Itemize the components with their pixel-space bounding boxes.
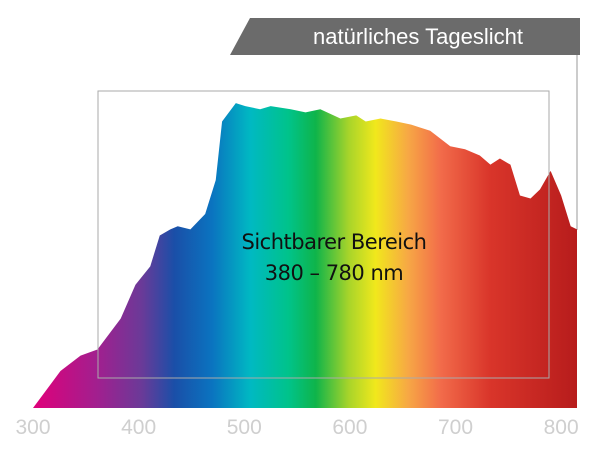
- x-tick-label: 500: [227, 416, 262, 439]
- x-tick-label: 600: [332, 416, 367, 439]
- x-tick-label: 300: [15, 416, 50, 439]
- x-tick-label: 700: [438, 416, 473, 439]
- annotation: Sichtbarer Bereich: [242, 230, 427, 254]
- x-tick-label: 400: [121, 416, 156, 439]
- plot: [33, 103, 577, 408]
- title-banner: [230, 18, 580, 55]
- x-tick-label: 800: [544, 416, 579, 439]
- visible-range-box: [97, 90, 550, 379]
- spectrum-area: [33, 103, 577, 408]
- annotation: 380 – 780 nm: [265, 261, 403, 285]
- chart-title: natürliches Tageslicht: [313, 24, 523, 49]
